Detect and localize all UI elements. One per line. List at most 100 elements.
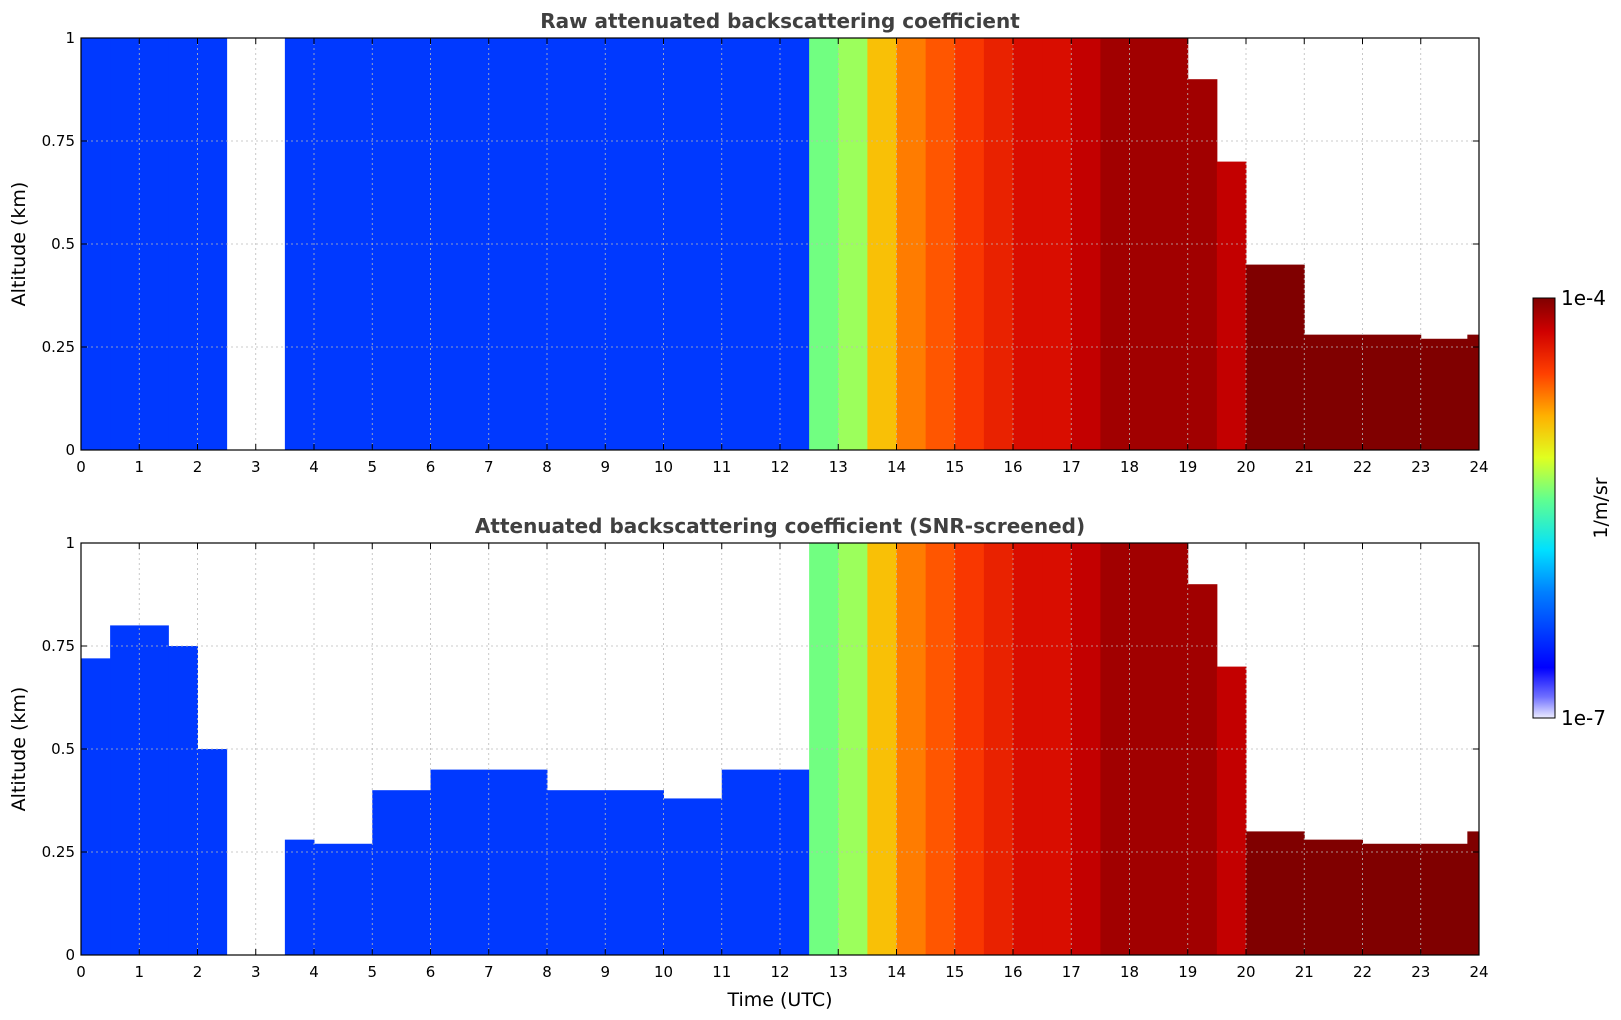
heat-column bbox=[1420, 843, 1468, 955]
x-tick-label: 4 bbox=[309, 458, 319, 476]
x-tick-label: 22 bbox=[1353, 963, 1372, 981]
x-tick-label: 12 bbox=[770, 458, 789, 476]
x-tick-label: 9 bbox=[600, 458, 610, 476]
panel-screened-title: Attenuated backscattering coefficient (S… bbox=[475, 514, 1085, 538]
x-tick-label: 12 bbox=[770, 963, 789, 981]
panel-screened-ylabel: Altitude (km) bbox=[8, 687, 30, 812]
heat-column bbox=[721, 769, 781, 955]
y-tick-label: 0.75 bbox=[42, 132, 75, 150]
panel-raw-x-ticks: 0 1 2 3 4 5 6 7 8 9 10 11 12 13 14 15 16 17 18 19 20 21 22 23 24 bbox=[76, 38, 1489, 476]
colorbar-min-label: 1e-7 bbox=[1561, 706, 1606, 730]
heat-column bbox=[663, 798, 723, 955]
heat-column bbox=[780, 769, 810, 955]
y-tick-label: 0 bbox=[65, 441, 75, 459]
x-tick-label: 8 bbox=[542, 963, 552, 981]
x-tick-label: 18 bbox=[1120, 458, 1139, 476]
x-tick-label: 17 bbox=[1062, 963, 1081, 981]
x-tick-label: 5 bbox=[367, 458, 377, 476]
heat-column bbox=[372, 790, 431, 955]
heat-column bbox=[1362, 334, 1422, 450]
heat-column bbox=[954, 38, 985, 450]
heat-column bbox=[81, 658, 111, 955]
x-tick-label: 15 bbox=[945, 963, 964, 981]
heat-column bbox=[605, 790, 664, 955]
panel-screened-y-ticks: 0 0.25 0.5 0.75 1 bbox=[42, 534, 1479, 964]
heat-column bbox=[1216, 666, 1247, 955]
x-tick-label: 13 bbox=[829, 458, 848, 476]
heat-column bbox=[314, 843, 373, 955]
panel-raw-grid bbox=[81, 38, 1479, 450]
heat-column bbox=[1187, 584, 1218, 955]
x-tick-label: 14 bbox=[887, 963, 906, 981]
x-tick-label: 22 bbox=[1353, 458, 1372, 476]
x-tick-label: 16 bbox=[1003, 963, 1022, 981]
heat-column bbox=[284, 839, 315, 955]
heat-column bbox=[1304, 334, 1363, 450]
heat-column bbox=[1187, 79, 1218, 450]
colorbar: 1e-4 1e-7 1/m/sr bbox=[1532, 286, 1612, 730]
heat-column bbox=[1158, 38, 1189, 450]
y-tick-label: 0.25 bbox=[42, 338, 75, 356]
panel-raw-y-ticks: 0 0.25 0.5 0.75 1 bbox=[42, 29, 1479, 459]
heat-column bbox=[1100, 543, 1130, 955]
heat-column bbox=[139, 625, 169, 955]
x-tick-label: 1 bbox=[134, 458, 144, 476]
x-tick-label: 14 bbox=[887, 458, 906, 476]
heat-column bbox=[780, 38, 810, 450]
panel-raw-ylabel: Altitude (km) bbox=[8, 182, 30, 307]
x-tick-label: 11 bbox=[712, 963, 731, 981]
panel-screened-grid bbox=[81, 543, 1479, 955]
heat-column bbox=[547, 790, 606, 955]
x-tick-label: 19 bbox=[1178, 963, 1197, 981]
heat-column bbox=[430, 38, 490, 450]
heat-column bbox=[168, 646, 198, 955]
heat-column bbox=[925, 38, 956, 450]
heat-column bbox=[809, 543, 839, 955]
colorbar-gradient bbox=[1532, 297, 1556, 719]
x-tick-label: 13 bbox=[829, 963, 848, 981]
x-tick-label: 0 bbox=[76, 458, 86, 476]
heat-column bbox=[983, 38, 1014, 450]
heat-column bbox=[1216, 161, 1247, 450]
x-tick-label: 21 bbox=[1295, 963, 1314, 981]
x-tick-label: 21 bbox=[1295, 458, 1314, 476]
y-tick-label: 0.5 bbox=[51, 740, 75, 758]
heat-column bbox=[139, 38, 169, 450]
x-tick-label: 11 bbox=[712, 458, 731, 476]
x-tick-label: 23 bbox=[1411, 963, 1430, 981]
x-tick-label: 9 bbox=[600, 963, 610, 981]
colorbar-max-label: 1e-4 bbox=[1561, 286, 1606, 310]
heat-column bbox=[1420, 338, 1468, 450]
y-tick-label: 0.75 bbox=[42, 637, 75, 655]
x-tick-label: 20 bbox=[1236, 963, 1255, 981]
y-tick-label: 0.5 bbox=[51, 235, 75, 253]
x-tick-label: 5 bbox=[367, 963, 377, 981]
heat-column bbox=[168, 38, 198, 450]
x-tick-label: 2 bbox=[193, 963, 203, 981]
heat-column bbox=[1304, 839, 1363, 955]
heat-column bbox=[110, 625, 140, 955]
heat-column bbox=[1158, 543, 1189, 955]
heat-column bbox=[925, 543, 956, 955]
heat-column bbox=[809, 38, 839, 450]
heat-column bbox=[110, 38, 140, 450]
panel-raw: Raw attenuated backscattering coefficien… bbox=[8, 9, 1489, 476]
heat-column bbox=[430, 769, 490, 955]
y-tick-label: 0 bbox=[65, 946, 75, 964]
x-tick-label: 4 bbox=[309, 963, 319, 981]
y-tick-label: 0.25 bbox=[42, 843, 75, 861]
heat-column bbox=[284, 38, 315, 450]
heat-column bbox=[1362, 843, 1422, 955]
heat-column bbox=[488, 769, 548, 955]
colorbar-label: 1/m/sr bbox=[1590, 477, 1612, 538]
x-tick-label: 10 bbox=[654, 458, 673, 476]
x-tick-label: 7 bbox=[484, 963, 494, 981]
heat-column bbox=[1246, 831, 1305, 955]
x-tick-label: 16 bbox=[1003, 458, 1022, 476]
x-tick-label: 8 bbox=[542, 458, 552, 476]
x-tick-label: 6 bbox=[426, 458, 436, 476]
x-tick-label: 3 bbox=[251, 963, 261, 981]
panel-screened: Attenuated backscattering coefficient (S… bbox=[8, 514, 1489, 1011]
panel-screened-x-ticks: 0 1 2 3 4 5 6 7 8 9 10 11 12 13 14 15 16 17 18 19 20 21 22 23 24 bbox=[76, 543, 1489, 981]
